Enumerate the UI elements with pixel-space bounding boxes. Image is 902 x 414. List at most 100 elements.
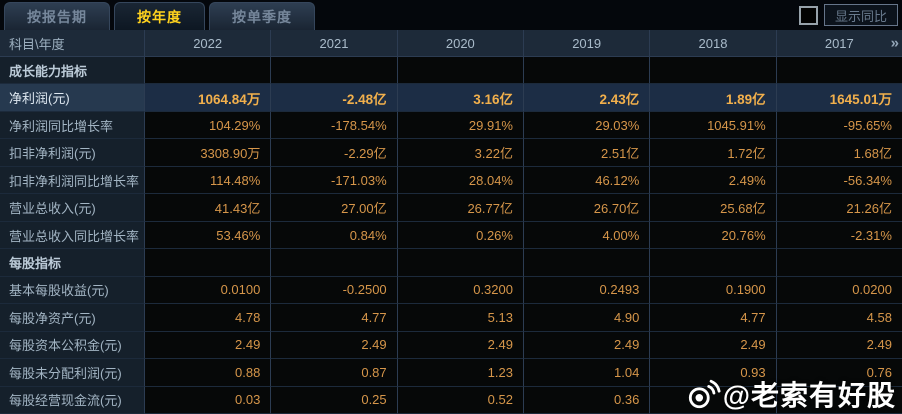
cell-value: 2.43亿	[523, 84, 651, 112]
cell-value: 2.49%	[650, 166, 777, 195]
cell-value: 0.2493	[523, 276, 651, 305]
cell-value: -0.2500	[271, 276, 398, 305]
row-label: 净利润(元)	[0, 84, 145, 112]
cell-value: 26.77亿	[397, 194, 524, 222]
cell-value: 3308.90万	[145, 139, 272, 167]
table-row[interactable]: 每股指标	[0, 249, 902, 277]
cell-value	[650, 386, 777, 414]
cell-value: 29.91%	[397, 111, 524, 140]
cell-value: 26.70亿	[523, 194, 651, 222]
cell-value: 4.78	[145, 304, 272, 332]
row-label: 每股净资产(元)	[0, 304, 145, 332]
cell-value: 0.87	[271, 359, 398, 387]
cell-value	[523, 249, 651, 277]
year-header-2018[interactable]: 2018	[650, 30, 777, 57]
cell-value: 53.46%	[145, 221, 272, 250]
row-label: 每股资本公积金(元)	[0, 331, 145, 360]
cell-value: 5.13	[397, 304, 524, 332]
row-label: 每股指标	[0, 249, 145, 277]
cell-value: 2.51亿	[523, 139, 651, 167]
cell-value: -56.34%	[776, 166, 902, 195]
indicators-table: 科目\年度 2022 2021 2020 2019 2018 2017» 成长能力指标 净利…	[0, 30, 902, 414]
row-label: 成长能力指标	[0, 57, 145, 85]
cell-value: 0.0200	[776, 276, 902, 305]
cell-value: 1645.01万	[776, 84, 902, 112]
year-header-2019[interactable]: 2019	[523, 30, 651, 57]
table-row[interactable]: 净利润(元) 1064.84万 -2.48亿 3.16亿 2.43亿 1.89亿 1645.…	[0, 84, 902, 112]
year-header-2020[interactable]: 2020	[397, 30, 524, 57]
cell-value: 46.12%	[523, 166, 651, 195]
cell-value	[776, 57, 902, 85]
cell-value: 25.68亿	[650, 194, 777, 222]
cell-value: 4.77	[650, 304, 777, 332]
cell-value: 4.90	[523, 304, 651, 332]
cell-value: 4.58	[776, 304, 902, 332]
cell-value: 1.72亿	[650, 139, 777, 167]
cell-value	[650, 57, 777, 85]
cell-value	[145, 249, 272, 277]
cell-value: 0.1900	[650, 276, 777, 305]
cell-value: 1.89亿	[650, 84, 777, 112]
cell-value	[650, 249, 777, 277]
cell-value: -2.29亿	[271, 139, 398, 167]
table-row[interactable]: 每股经营现金流(元) 0.03 0.25 0.52 0.36	[0, 386, 902, 414]
row-label: 基本每股收益(元)	[0, 276, 145, 305]
cell-value	[776, 386, 902, 414]
cell-value: 21.26亿	[776, 194, 902, 222]
more-columns-icon[interactable]: »	[890, 34, 899, 52]
cell-value: 2.49	[523, 331, 651, 360]
table-row[interactable]: 每股净资产(元) 4.78 4.77 5.13 4.90 4.77 4.58	[0, 304, 902, 332]
period-tabbar: 按报告期 按年度 按单季度 显示同比	[0, 0, 902, 30]
cell-value: -2.48亿	[271, 84, 398, 112]
row-label: 每股经营现金流(元)	[0, 386, 145, 414]
cell-value: 0.52	[397, 386, 524, 414]
cell-value: 1.23	[397, 359, 524, 387]
year-header-2021[interactable]: 2021	[271, 30, 398, 57]
cell-value: 3.16亿	[397, 84, 524, 112]
year-header-2017[interactable]: 2017»	[776, 30, 902, 57]
table-row[interactable]: 成长能力指标	[0, 57, 902, 85]
row-label: 净利润同比增长率	[0, 111, 145, 140]
cell-value: 114.48%	[145, 166, 272, 195]
year-header-2022[interactable]: 2022	[145, 30, 272, 57]
table-row[interactable]: 扣非净利润同比增长率 114.48% -171.03% 28.04% 46.12% 2.4…	[0, 166, 902, 195]
cell-value: 0.0100	[145, 276, 272, 305]
cell-value: 104.29%	[145, 111, 272, 140]
cell-value: 2.49	[145, 331, 272, 360]
table-row[interactable]: 营业总收入(元) 41.43亿 27.00亿 26.77亿 26.70亿 25.68亿 21…	[0, 194, 902, 222]
show-yoy-checkbox[interactable]	[798, 5, 818, 25]
cell-value: -95.65%	[776, 111, 902, 140]
row-label: 营业总收入(元)	[0, 194, 145, 222]
table-row[interactable]: 净利润同比增长率 104.29% -178.54% 29.91% 29.03% 1045.…	[0, 111, 902, 140]
cell-value: 0.93	[650, 359, 777, 387]
cell-value: 1.68亿	[776, 139, 902, 167]
cell-value: 3.22亿	[397, 139, 524, 167]
tab-annual[interactable]: 按年度	[114, 2, 205, 30]
cell-value: 0.84%	[271, 221, 398, 250]
cell-value: 0.3200	[397, 276, 524, 305]
cell-value: 1.04	[523, 359, 651, 387]
cell-value: 2.49	[397, 331, 524, 360]
table-row[interactable]: 营业总收入同比增长率 53.46% 0.84% 0.26% 4.00% 20.76% -2.…	[0, 221, 902, 250]
cell-value: -2.31%	[776, 221, 902, 250]
table-row[interactable]: 每股未分配利润(元) 0.88 0.87 1.23 1.04 0.93 0.76	[0, 359, 902, 387]
cell-value: 28.04%	[397, 166, 524, 195]
cell-value	[397, 57, 524, 85]
cell-value: -178.54%	[271, 111, 398, 140]
cell-value: 2.49	[271, 331, 398, 360]
cell-value	[271, 57, 398, 85]
tab-single-quarter[interactable]: 按单季度	[209, 2, 315, 30]
cell-value	[776, 249, 902, 277]
show-yoy-label[interactable]: 显示同比	[823, 4, 898, 26]
table-header-row: 科目\年度 2022 2021 2020 2019 2018 2017»	[0, 30, 902, 57]
table-row[interactable]: 扣非净利润(元) 3308.90万 -2.29亿 3.22亿 2.51亿 1.72亿 1.6…	[0, 139, 902, 167]
table-row[interactable]: 基本每股收益(元) 0.0100 -0.2500 0.3200 0.2493 0.1900…	[0, 276, 902, 305]
cell-value	[271, 249, 398, 277]
table-row[interactable]: 每股资本公积金(元) 2.49 2.49 2.49 2.49 2.49 2.49	[0, 331, 902, 360]
row-label: 营业总收入同比增长率	[0, 221, 145, 250]
corner-header: 科目\年度	[0, 30, 145, 57]
cell-value: -171.03%	[271, 166, 398, 195]
tab-report-period[interactable]: 按报告期	[4, 2, 110, 30]
cell-value	[523, 57, 651, 85]
